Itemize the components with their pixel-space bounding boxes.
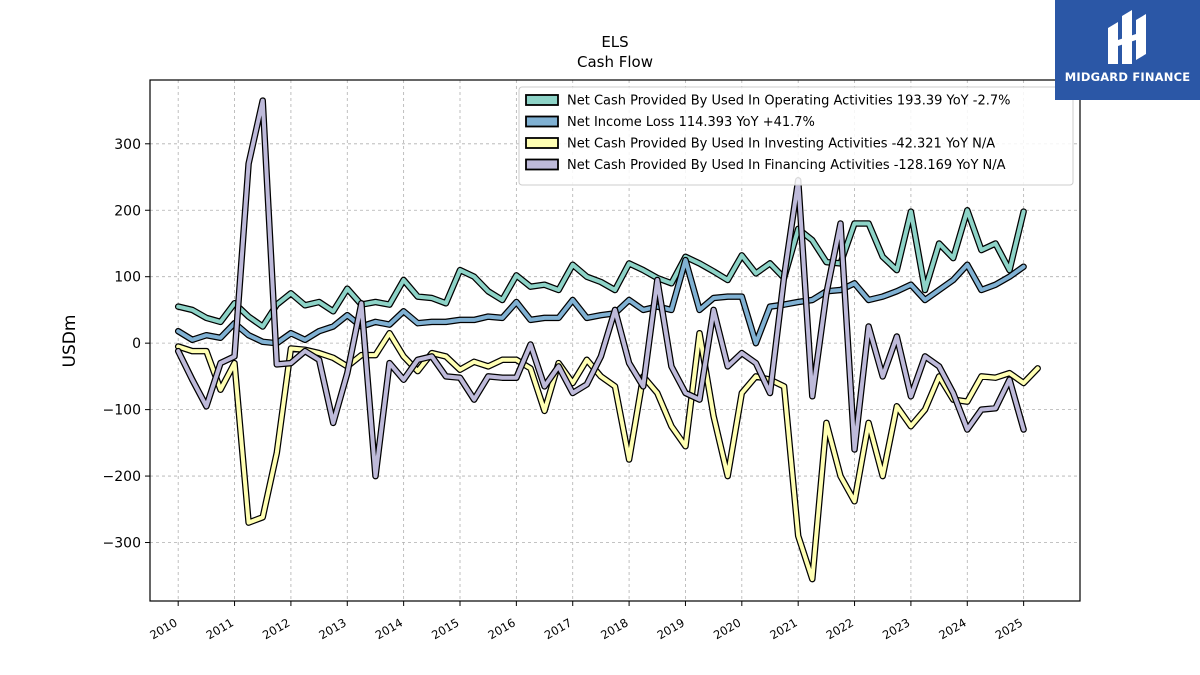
x-tick-label: 2014 xyxy=(373,615,405,642)
y-tick-label: −200 xyxy=(103,469,141,485)
y-tick-label: 0 xyxy=(132,336,141,352)
y-tick-label: −300 xyxy=(103,536,141,552)
y-axis-label: USDm xyxy=(60,315,80,368)
legend: Net Cash Provided By Used In Operating A… xyxy=(519,87,1073,185)
x-tick-label: 2019 xyxy=(655,615,687,642)
y-tick-label: 100 xyxy=(114,270,141,286)
logo-text: MIDGARD FINANCE xyxy=(1055,70,1200,84)
legend-swatch xyxy=(526,95,558,105)
x-tick-label: 2012 xyxy=(260,615,292,642)
legend-swatch xyxy=(526,160,558,170)
legend-label: Net Income Loss 114.393 YoY +41.7% xyxy=(567,115,815,130)
x-tick-label: 2015 xyxy=(429,615,461,642)
x-tick-label: 2021 xyxy=(767,615,799,642)
series-1 xyxy=(178,210,1023,326)
legend-label: Net Cash Provided By Used In Investing A… xyxy=(567,137,995,152)
y-tick-label: −100 xyxy=(103,403,141,419)
x-tick-label: 2016 xyxy=(486,615,518,642)
axes: −300 −200 −100 0 100 200 300 2010 2011 2012 2013 20… xyxy=(103,137,1026,642)
logo-mark-icon xyxy=(1102,8,1154,68)
chart-subtitle: Cash Flow xyxy=(577,53,653,71)
x-tick-label: 2020 xyxy=(711,615,743,642)
legend-label: Net Cash Provided By Used In Operating A… xyxy=(567,94,1010,109)
legend-swatch xyxy=(526,117,558,127)
series-line xyxy=(178,210,1023,326)
legend-swatch xyxy=(526,138,558,148)
x-tick-label: 2018 xyxy=(598,615,630,642)
x-tick-label: 2024 xyxy=(936,615,968,642)
x-tick-label: 2025 xyxy=(993,615,1025,642)
x-tick-label: 2011 xyxy=(204,615,236,642)
x-tick-label: 2013 xyxy=(316,615,348,642)
legend-label: Net Cash Provided By Used In Financing A… xyxy=(567,158,1006,173)
cash-flow-chart: −300 −200 −100 0 100 200 300 2010 2011 2012 2013 20… xyxy=(0,0,1200,675)
x-tick-label: 2022 xyxy=(824,615,856,642)
x-tick-label: 2017 xyxy=(542,615,574,642)
midgard-finance-logo: MIDGARD FINANCE xyxy=(1055,0,1200,100)
y-tick-label: 300 xyxy=(114,137,141,153)
y-tick-label: 200 xyxy=(114,203,141,219)
x-tick-label: 2023 xyxy=(880,615,912,642)
x-tick-label: 2010 xyxy=(147,615,179,642)
chart-title: ELS xyxy=(601,33,628,51)
